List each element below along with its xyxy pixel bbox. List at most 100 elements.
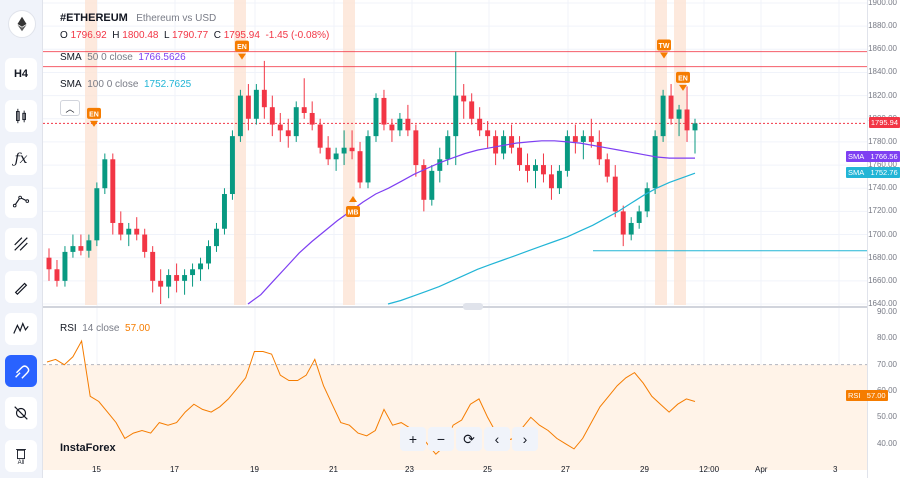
price-tick-label: 1860.00 <box>868 44 897 54</box>
candle-body <box>493 136 499 154</box>
candle-body <box>445 136 451 160</box>
ethereum-icon[interactable] <box>8 10 36 38</box>
low-value: 1790.77 <box>172 30 209 41</box>
price-tag: 1795.94 <box>868 117 900 128</box>
signal-arrow <box>349 196 357 203</box>
candle-body <box>477 118 483 131</box>
candle-body <box>620 211 626 235</box>
signal-label: MB <box>348 210 359 217</box>
candle-body <box>349 147 355 152</box>
signal-badge <box>87 107 101 119</box>
zoom-out-button[interactable]: − <box>428 427 454 451</box>
candle-body <box>652 136 658 189</box>
candle-body <box>580 136 586 142</box>
signal-badge <box>657 39 671 51</box>
price-tick-label: 1700.00 <box>868 229 897 239</box>
signal-arrow <box>679 84 687 91</box>
candle-body <box>110 159 116 223</box>
candle-body <box>572 136 578 142</box>
sma100-params: 100 0 close <box>87 79 139 90</box>
time-tick-label: Apr <box>755 465 768 474</box>
high-value: 1800.48 <box>122 30 159 41</box>
indicators-fx-icon[interactable]: ƒx <box>5 143 37 175</box>
price-tick-label: 1840.00 <box>868 67 897 77</box>
left-toolbar: H4 ƒx All <box>0 0 43 478</box>
candle-body <box>86 240 92 251</box>
candle-body <box>525 165 530 171</box>
candle-body <box>214 228 219 247</box>
time-tick-label: 19 <box>250 465 259 474</box>
candle-body <box>668 95 674 119</box>
signal-badge <box>235 40 249 52</box>
signal-zone <box>343 0 355 305</box>
candle-body <box>365 136 371 183</box>
branding-logo: InstaForex <box>60 442 116 454</box>
candle-body <box>198 263 204 270</box>
candle-body <box>644 188 650 212</box>
patterns-icon[interactable] <box>5 313 37 345</box>
rsi-tick-label: 40.00 <box>876 438 897 448</box>
rsi-tag: RSI 57.00 <box>846 390 888 401</box>
candle-body <box>469 101 475 119</box>
open-value: 1796.92 <box>70 30 107 41</box>
symbol-description: Ethereum vs USD <box>136 13 217 24</box>
timeframe-button[interactable]: H4 <box>5 58 37 90</box>
trash-icon <box>16 449 26 460</box>
price-tick-label: 1740.00 <box>868 183 897 193</box>
candle-body <box>533 165 538 171</box>
candle-body <box>285 130 291 137</box>
candle-body <box>229 136 235 195</box>
timeframe-label: H4 <box>13 68 29 80</box>
scroll-back-button[interactable]: ‹ <box>484 427 510 451</box>
candle-body <box>485 130 491 137</box>
collapse-legend-button[interactable]: ︿ <box>60 100 80 116</box>
candle-body <box>277 124 283 131</box>
price-tick-label: 1680.00 <box>868 252 897 262</box>
delete-all-button[interactable]: All <box>5 440 37 472</box>
signal-zone <box>674 0 686 305</box>
candle-body <box>556 170 562 189</box>
price-tick-label: 1640.00 <box>868 299 897 308</box>
price-tick-label: 1780.00 <box>868 136 897 146</box>
signal-label: EN <box>89 111 99 118</box>
brush-icon[interactable] <box>5 271 37 303</box>
signal-arrow <box>238 53 246 60</box>
signal-label: EN <box>678 75 688 82</box>
zoom-in-button[interactable]: + <box>400 427 426 451</box>
time-tick-label: 23 <box>405 465 414 474</box>
chevron-up-icon: ︿ <box>65 103 75 114</box>
rsi-legend[interactable]: RSI 14 close 57.00 <box>60 323 150 334</box>
candle-body <box>237 95 243 137</box>
hide-drawings-icon[interactable] <box>5 397 37 429</box>
reset-button[interactable]: ⟳ <box>456 427 482 451</box>
sma50-legend[interactable]: SMA 50 0 close 1766.5626 <box>60 52 186 63</box>
time-tick-label: 21 <box>329 465 338 474</box>
candle-body <box>174 275 180 281</box>
magnet-icon[interactable] <box>5 355 37 387</box>
close-value: 1795.94 <box>223 30 260 41</box>
sma100-legend[interactable]: SMA 100 0 close 1752.7625 <box>60 79 191 90</box>
symbol-name[interactable]: #ETHEREUM <box>60 12 128 24</box>
drawing-tool-icon[interactable] <box>5 186 37 218</box>
candle-body <box>253 89 259 119</box>
candle-body <box>245 95 251 119</box>
candle-body <box>405 118 411 131</box>
candle-body <box>150 251 156 281</box>
trend-lines-icon[interactable] <box>5 228 37 260</box>
candle-body <box>509 136 515 148</box>
chart-canvas[interactable]: EN EN MB TW EN <box>43 0 867 478</box>
candle-body <box>389 124 395 131</box>
signal-zone <box>234 0 246 305</box>
candle-body <box>70 246 76 252</box>
candle-body <box>46 257 52 270</box>
sma50-name: SMA <box>60 52 82 63</box>
candle-body <box>190 269 196 276</box>
price-axis[interactable]: 1900.001880.001860.001840.001820.001800.… <box>846 0 900 478</box>
candle-body <box>660 95 666 137</box>
candles-icon[interactable] <box>5 100 37 132</box>
sma100-line <box>387 172 696 305</box>
candle-body <box>54 269 60 281</box>
candle-body <box>301 107 307 113</box>
sma50-value: 1766.5626 <box>138 52 186 63</box>
scroll-forward-button[interactable]: › <box>512 427 538 451</box>
